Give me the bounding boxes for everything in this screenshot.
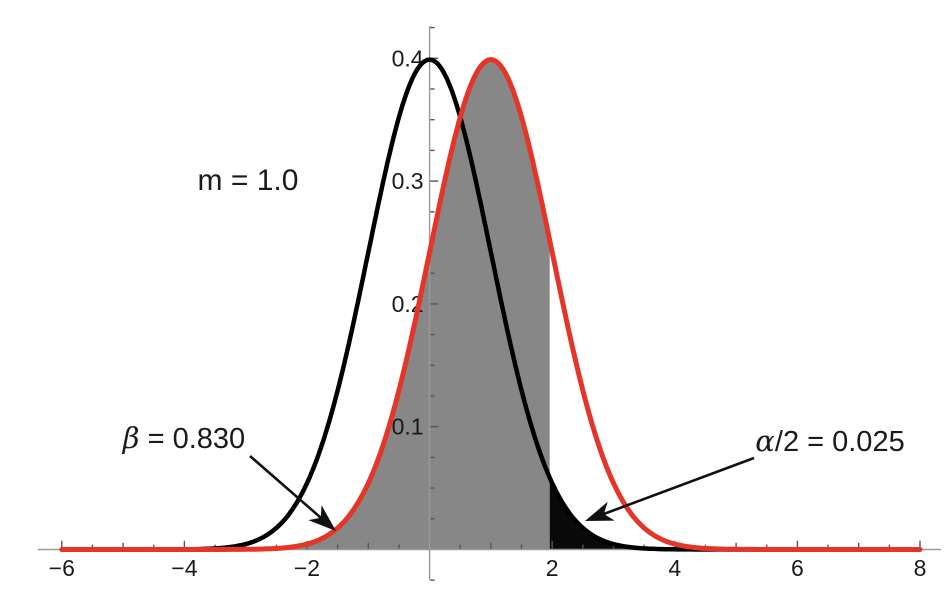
alpha-label-arrow-head [585, 501, 615, 521]
y-tick-label: 0.3 [392, 168, 424, 194]
beta-region-fill [61, 59, 550, 550]
alpha-label-arrow-shaft [598, 456, 755, 517]
x-tick-label: 8 [914, 555, 927, 581]
alpha-label: α/2 = 0.025 [755, 424, 904, 458]
m-label: m = 1.0 [198, 164, 299, 197]
beta-label-text: β [122, 421, 140, 455]
x-tick-label: −2 [294, 555, 320, 581]
y-tick-label: 0.1 [392, 414, 424, 440]
alpha-label-text: /2 = 0.025 [775, 426, 905, 458]
m-label-text: m = 1.0 [198, 164, 299, 197]
x-tick-label: 4 [668, 555, 681, 581]
alt-curve [59, 57, 923, 552]
beta-label-arrow-head [308, 505, 336, 531]
alpha-label-text: α [755, 424, 775, 458]
beta-label-arrow-shaft [249, 455, 326, 522]
x-tick-label: 6 [791, 555, 804, 581]
beta-label-text: = 0.830 [140, 423, 246, 455]
beta-label: β = 0.830 [122, 421, 245, 455]
alpha-region-fill [549, 477, 920, 550]
x-tick-label: −4 [171, 555, 197, 581]
x-tick-label: −6 [49, 555, 75, 581]
x-tick-label: 2 [546, 555, 559, 581]
